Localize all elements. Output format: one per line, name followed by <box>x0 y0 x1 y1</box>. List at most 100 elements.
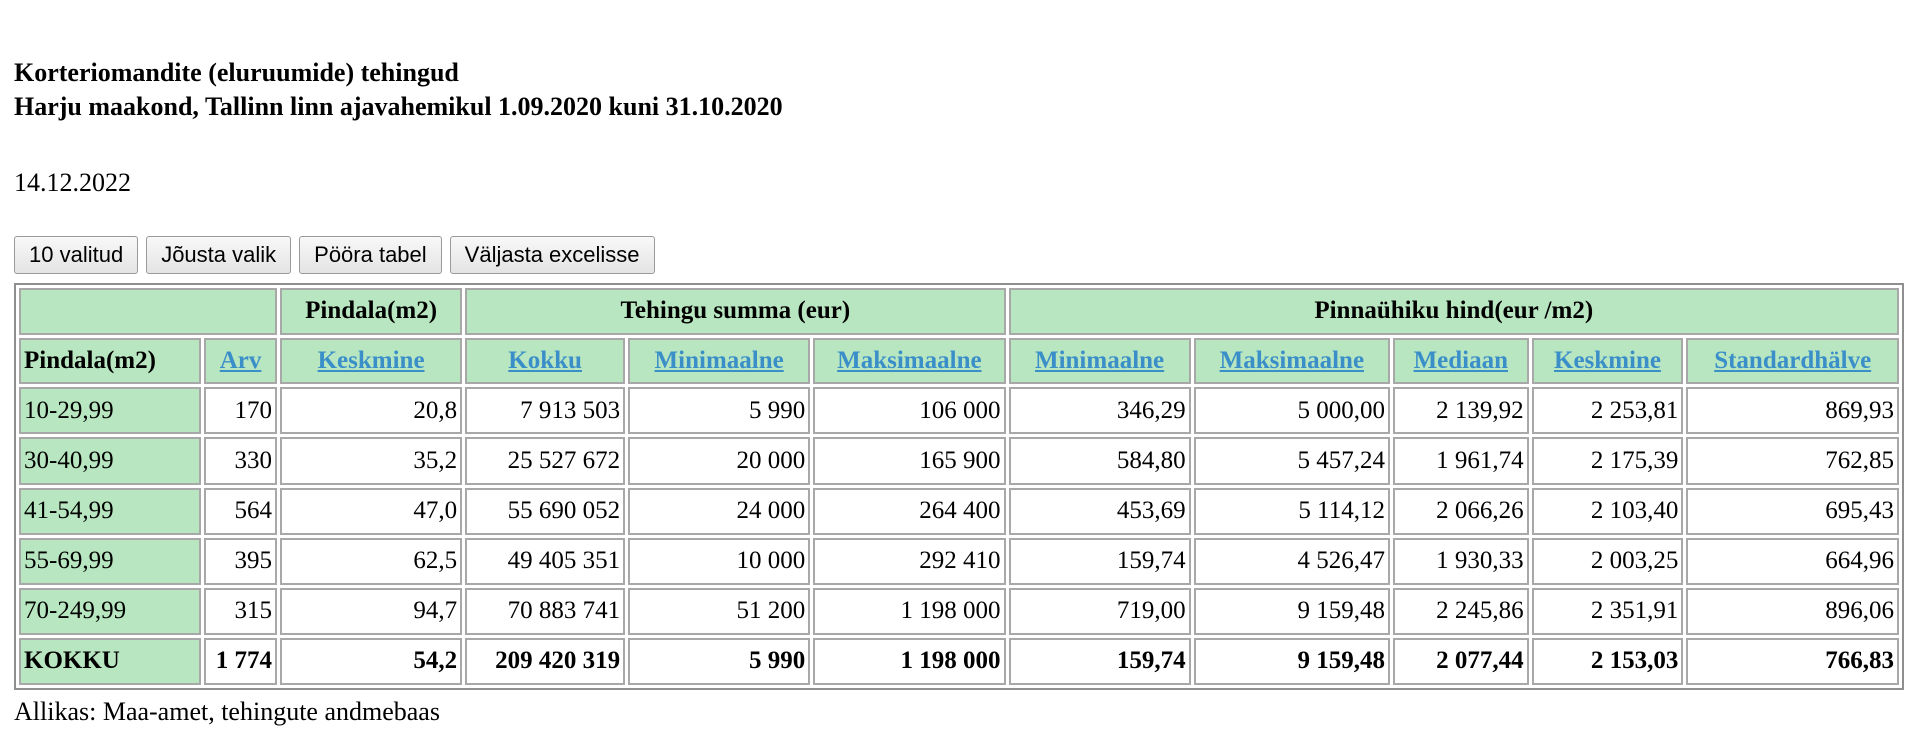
rotate-table-button[interactable]: Pööra tabel <box>299 236 442 274</box>
table-cell: 664,96 <box>1686 537 1899 585</box>
table-cell: 315 <box>204 587 278 635</box>
sort-link-price-std[interactable]: Standardhälve <box>1714 346 1872 374</box>
table-cell: 766,83 <box>1686 637 1899 685</box>
table-cell: 1 930,33 <box>1392 537 1529 585</box>
table-cell: 2 245,86 <box>1392 587 1529 635</box>
table-cell: 165 900 <box>813 437 1006 485</box>
sort-link-price-median[interactable]: Mediaan <box>1413 346 1509 374</box>
table-row: 41-54,99 564 47,0 55 690 052 24 000 264 400 45… <box>19 487 1899 535</box>
toolbar: 10 valitud Jõusta valik Pööra tabel Välj… <box>14 236 655 274</box>
table-cell: 2 077,44 <box>1392 637 1529 685</box>
table-cell: 719,00 <box>1008 587 1191 635</box>
table-cell: 2 003,25 <box>1531 537 1684 585</box>
sort-link-price-max[interactable]: Maksimaalne <box>1219 346 1365 374</box>
table-cell: 70 883 741 <box>465 587 626 635</box>
sort-link-area-avg[interactable]: Keskmine <box>317 346 425 374</box>
table-cell: 584,80 <box>1008 437 1191 485</box>
table-cell: 762,85 <box>1686 437 1899 485</box>
table-cell: 5 000,00 <box>1193 387 1390 435</box>
table-cell: 35,2 <box>280 437 463 485</box>
table-cell: 292 410 <box>813 537 1006 585</box>
table-cell: 54,2 <box>280 637 463 685</box>
empty-header-cell <box>19 288 278 335</box>
column-header-area-range: Pindala(m2) <box>19 337 202 385</box>
table-cell: 94,7 <box>280 587 463 635</box>
column-header-row: Pindala(m2) Arv Keskmine Kokku Minimaaln… <box>19 337 1899 385</box>
table-cell: 2 351,91 <box>1531 587 1684 635</box>
table-cell: 346,29 <box>1008 387 1191 435</box>
table-cell: 564 <box>204 487 278 535</box>
table-cell: 695,43 <box>1686 487 1899 535</box>
table-cell: 20,8 <box>280 387 463 435</box>
table-cell: 2 139,92 <box>1392 387 1529 435</box>
table-cell: 4 526,47 <box>1193 537 1390 585</box>
table-cell: 62,5 <box>280 537 463 585</box>
sort-link-sum-min[interactable]: Minimaalne <box>654 346 784 374</box>
source-note: Allikas: Maa-amet, tehingute andmebaas <box>14 697 440 726</box>
table-cell: 10 000 <box>628 537 811 585</box>
group-header-unit-price: Pinnaühiku hind(eur /m2) <box>1008 288 1899 335</box>
table-cell: 49 405 351 <box>465 537 626 585</box>
table-cell: 2 253,81 <box>1531 387 1684 435</box>
table-cell: 896,06 <box>1686 587 1899 635</box>
title-line-2: Harju maakond, Tallinn linn ajavahemikul… <box>14 92 783 121</box>
table-cell: 5 457,24 <box>1193 437 1390 485</box>
sort-link-sum-max[interactable]: Maksimaalne <box>837 346 982 374</box>
total-row: KOKKU 1 774 54,2 209 420 319 5 990 1 198 000 1… <box>19 637 1899 685</box>
sort-link-price-avg[interactable]: Keskmine <box>1554 346 1661 374</box>
table-cell: 2 103,40 <box>1531 487 1684 535</box>
table-cell: 1 198 000 <box>813 587 1006 635</box>
row-label-cell: KOKKU <box>19 637 202 685</box>
table-cell: 1 198 000 <box>813 637 1006 685</box>
table-cell: 1 961,74 <box>1392 437 1529 485</box>
table-row: 55-69,99 395 62,5 49 405 351 10 000 292 410 15… <box>19 537 1899 585</box>
cut-off-text-line <box>14 728 1414 742</box>
table-cell: 170 <box>204 387 278 435</box>
table-row: 10-29,99 170 20,8 7 913 503 5 990 106 000 346,… <box>19 387 1899 435</box>
table-row: 30-40,99 330 35,2 25 527 672 20 000 165 900 58… <box>19 437 1899 485</box>
table-cell: 55 690 052 <box>465 487 626 535</box>
group-header-deal-sum: Tehingu summa (eur) <box>465 288 1006 335</box>
table-cell: 2 153,03 <box>1531 637 1684 685</box>
report-title: Korteriomandite (eluruumide) tehingud Ha… <box>14 56 783 124</box>
title-line-1: Korteriomandite (eluruumide) tehingud <box>14 58 459 87</box>
table-cell: 330 <box>204 437 278 485</box>
sort-link-price-min[interactable]: Minimaalne <box>1034 346 1165 374</box>
transactions-table: Pindala(m2) Tehingu summa (eur) Pinnaühi… <box>14 283 1904 690</box>
table-row: 70-249,99 315 94,7 70 883 741 51 200 1 198 00… <box>19 587 1899 635</box>
table-cell: 51 200 <box>628 587 811 635</box>
row-label-cell: 10-29,99 <box>19 387 202 435</box>
table-cell: 2 066,26 <box>1392 487 1529 535</box>
table-cell: 25 527 672 <box>465 437 626 485</box>
table-cell: 9 159,48 <box>1193 587 1390 635</box>
table-cell: 1 774 <box>204 637 278 685</box>
table-body: 10-29,99 170 20,8 7 913 503 5 990 106 000 346,… <box>19 387 1899 685</box>
sort-link-sum-total[interactable]: Kokku <box>508 346 582 374</box>
table-cell: 9 159,48 <box>1193 637 1390 685</box>
group-header-area: Pindala(m2) <box>280 288 463 335</box>
sort-link-count[interactable]: Arv <box>219 346 262 374</box>
table-cell: 2 175,39 <box>1531 437 1684 485</box>
table-cell: 453,69 <box>1008 487 1191 535</box>
table-cell: 209 420 319 <box>465 637 626 685</box>
table-cell: 159,74 <box>1008 637 1191 685</box>
table-cell: 5 114,12 <box>1193 487 1390 535</box>
table-cell: 47,0 <box>280 487 463 535</box>
row-label-cell: 70-249,99 <box>19 587 202 635</box>
table-cell: 106 000 <box>813 387 1006 435</box>
table-cell: 5 990 <box>628 637 811 685</box>
table-cell: 395 <box>204 537 278 585</box>
table-cell: 159,74 <box>1008 537 1191 585</box>
report-date: 14.12.2022 <box>14 168 131 197</box>
table-cell: 7 913 503 <box>465 387 626 435</box>
table-cell: 5 990 <box>628 387 811 435</box>
table-cell: 20 000 <box>628 437 811 485</box>
row-label-cell: 41-54,99 <box>19 487 202 535</box>
table-cell: 869,93 <box>1686 387 1899 435</box>
group-header-row: Pindala(m2) Tehingu summa (eur) Pinnaühi… <box>19 288 1899 335</box>
selected-count-button[interactable]: 10 valitud <box>14 236 139 274</box>
table-cell: 24 000 <box>628 487 811 535</box>
apply-selection-button[interactable]: Jõusta valik <box>146 236 292 274</box>
export-excel-button[interactable]: Väljasta excelisse <box>449 236 655 274</box>
row-label-cell: 30-40,99 <box>19 437 202 485</box>
